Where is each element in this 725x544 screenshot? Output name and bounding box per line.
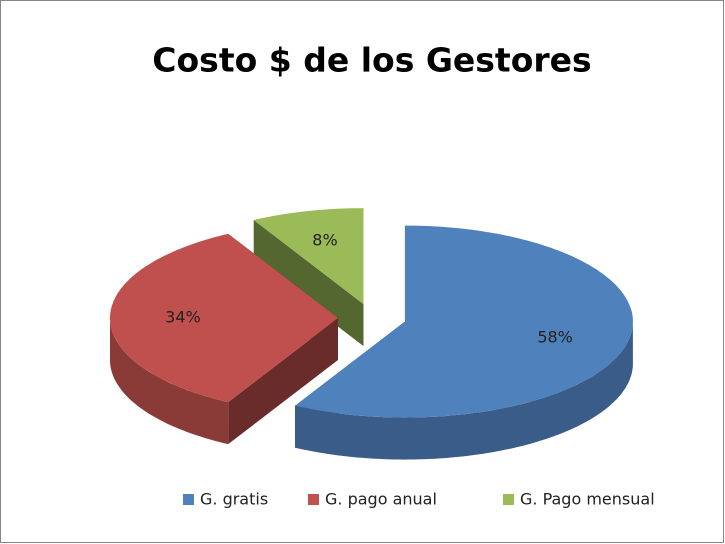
pie: 8% 34% 58%	[110, 208, 633, 460]
data-label: 34%	[165, 308, 201, 327]
legend: G. gratis G. pago anual G. Pago mensual	[183, 490, 655, 509]
data-label: 58%	[537, 327, 573, 346]
slice-side	[253, 220, 364, 347]
legend-label: G. pago anual	[325, 490, 437, 509]
slice	[110, 233, 338, 403]
data-label: 8%	[312, 230, 337, 249]
legend-label: G. Pago mensual	[520, 490, 655, 509]
slice-wall	[110, 318, 229, 445]
slice-side	[228, 318, 338, 445]
legend-swatch	[503, 494, 514, 505]
slice	[253, 208, 364, 305]
slice	[295, 225, 633, 418]
legend-label: G. gratis	[200, 490, 268, 509]
chart-title: Costo $ de los Gestores	[152, 41, 591, 80]
legend-swatch	[308, 494, 319, 505]
legend-swatch	[183, 494, 194, 505]
slice-wall	[295, 321, 633, 460]
